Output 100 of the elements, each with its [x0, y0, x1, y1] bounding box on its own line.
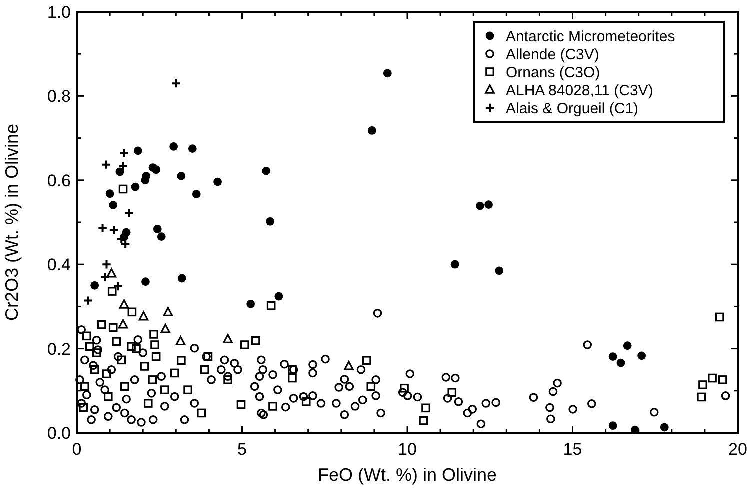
y-tick-label: 0.4 [47, 256, 71, 275]
point [718, 376, 728, 384]
point [100, 160, 112, 170]
point [177, 172, 186, 180]
point [697, 392, 706, 402]
point [188, 144, 197, 154]
point [192, 190, 201, 198]
point [608, 422, 618, 430]
point [160, 324, 170, 334]
point [715, 312, 724, 322]
point [266, 217, 275, 226]
point [484, 200, 494, 210]
point [616, 358, 626, 368]
point [106, 190, 114, 198]
legend-label: Allende (C3V) [506, 46, 600, 64]
point [113, 281, 124, 292]
point [148, 376, 158, 384]
point [119, 148, 130, 159]
point [608, 352, 618, 361]
point [134, 146, 142, 156]
point [623, 342, 632, 350]
point [214, 178, 222, 186]
point [119, 300, 130, 309]
x-tick-label: 0 [72, 440, 82, 459]
point [82, 332, 92, 341]
x-tick-label: 10 [398, 440, 417, 459]
point [108, 224, 120, 236]
point [631, 426, 640, 434]
x-axis-title: FeO (Wt. %) in Olivine [318, 465, 498, 485]
point [108, 287, 117, 296]
y-tick-label: 1.0 [47, 2, 71, 22]
point [240, 340, 250, 350]
point [422, 404, 430, 413]
point [262, 166, 271, 176]
point [132, 344, 141, 354]
point [170, 368, 180, 378]
point [184, 386, 192, 394]
point [97, 320, 106, 330]
point [100, 272, 110, 282]
point [450, 260, 460, 269]
point [224, 376, 232, 384]
point [698, 380, 708, 390]
y-tick-label: 0.2 [47, 340, 71, 359]
point [200, 365, 210, 374]
point [288, 374, 297, 383]
x-tick-label: 20 [728, 440, 747, 459]
point [177, 356, 186, 365]
point [383, 69, 392, 78]
point [197, 408, 206, 418]
point [141, 176, 150, 185]
point [660, 423, 669, 432]
point [85, 342, 94, 352]
point [90, 281, 100, 290]
point [638, 352, 646, 360]
point [152, 166, 161, 174]
point [98, 223, 108, 234]
point [112, 337, 122, 346]
point [106, 268, 117, 278]
point [116, 168, 124, 176]
y-tick-label: 0.0 [47, 424, 71, 443]
point [170, 142, 178, 151]
point [102, 370, 112, 378]
point [178, 274, 186, 283]
legend-label: Antarctic Micrometeorites [506, 28, 676, 46]
point [419, 416, 428, 426]
point [236, 400, 246, 410]
point [362, 356, 372, 365]
point [92, 348, 102, 358]
point [476, 202, 484, 210]
point [140, 362, 150, 371]
point [204, 352, 213, 362]
point [127, 342, 136, 352]
legend-label: Alais & Orgueil (C1) [506, 100, 639, 118]
point [109, 201, 118, 210]
x-tick-label: 15 [563, 440, 582, 459]
point [400, 384, 409, 393]
point [153, 225, 162, 234]
point [266, 301, 276, 310]
point [108, 323, 118, 332]
point [246, 300, 256, 308]
point [368, 126, 376, 135]
point [344, 361, 354, 370]
point [288, 365, 297, 374]
point [120, 382, 130, 392]
point [128, 308, 137, 317]
point [142, 278, 150, 286]
y-axis-title: Cr2O3 (Wt. %) in Olivine [2, 124, 22, 322]
legend-label: Ornans (C3O) [506, 64, 600, 82]
point [251, 336, 260, 346]
point [83, 296, 94, 306]
point [171, 78, 182, 89]
point [268, 402, 278, 411]
point [104, 392, 113, 402]
point [144, 399, 153, 408]
x-tick-label: 5 [238, 440, 247, 459]
point [274, 292, 284, 301]
y-tick-label: 0.6 [47, 171, 71, 190]
point [176, 336, 186, 346]
point [118, 319, 128, 329]
point [79, 403, 88, 412]
